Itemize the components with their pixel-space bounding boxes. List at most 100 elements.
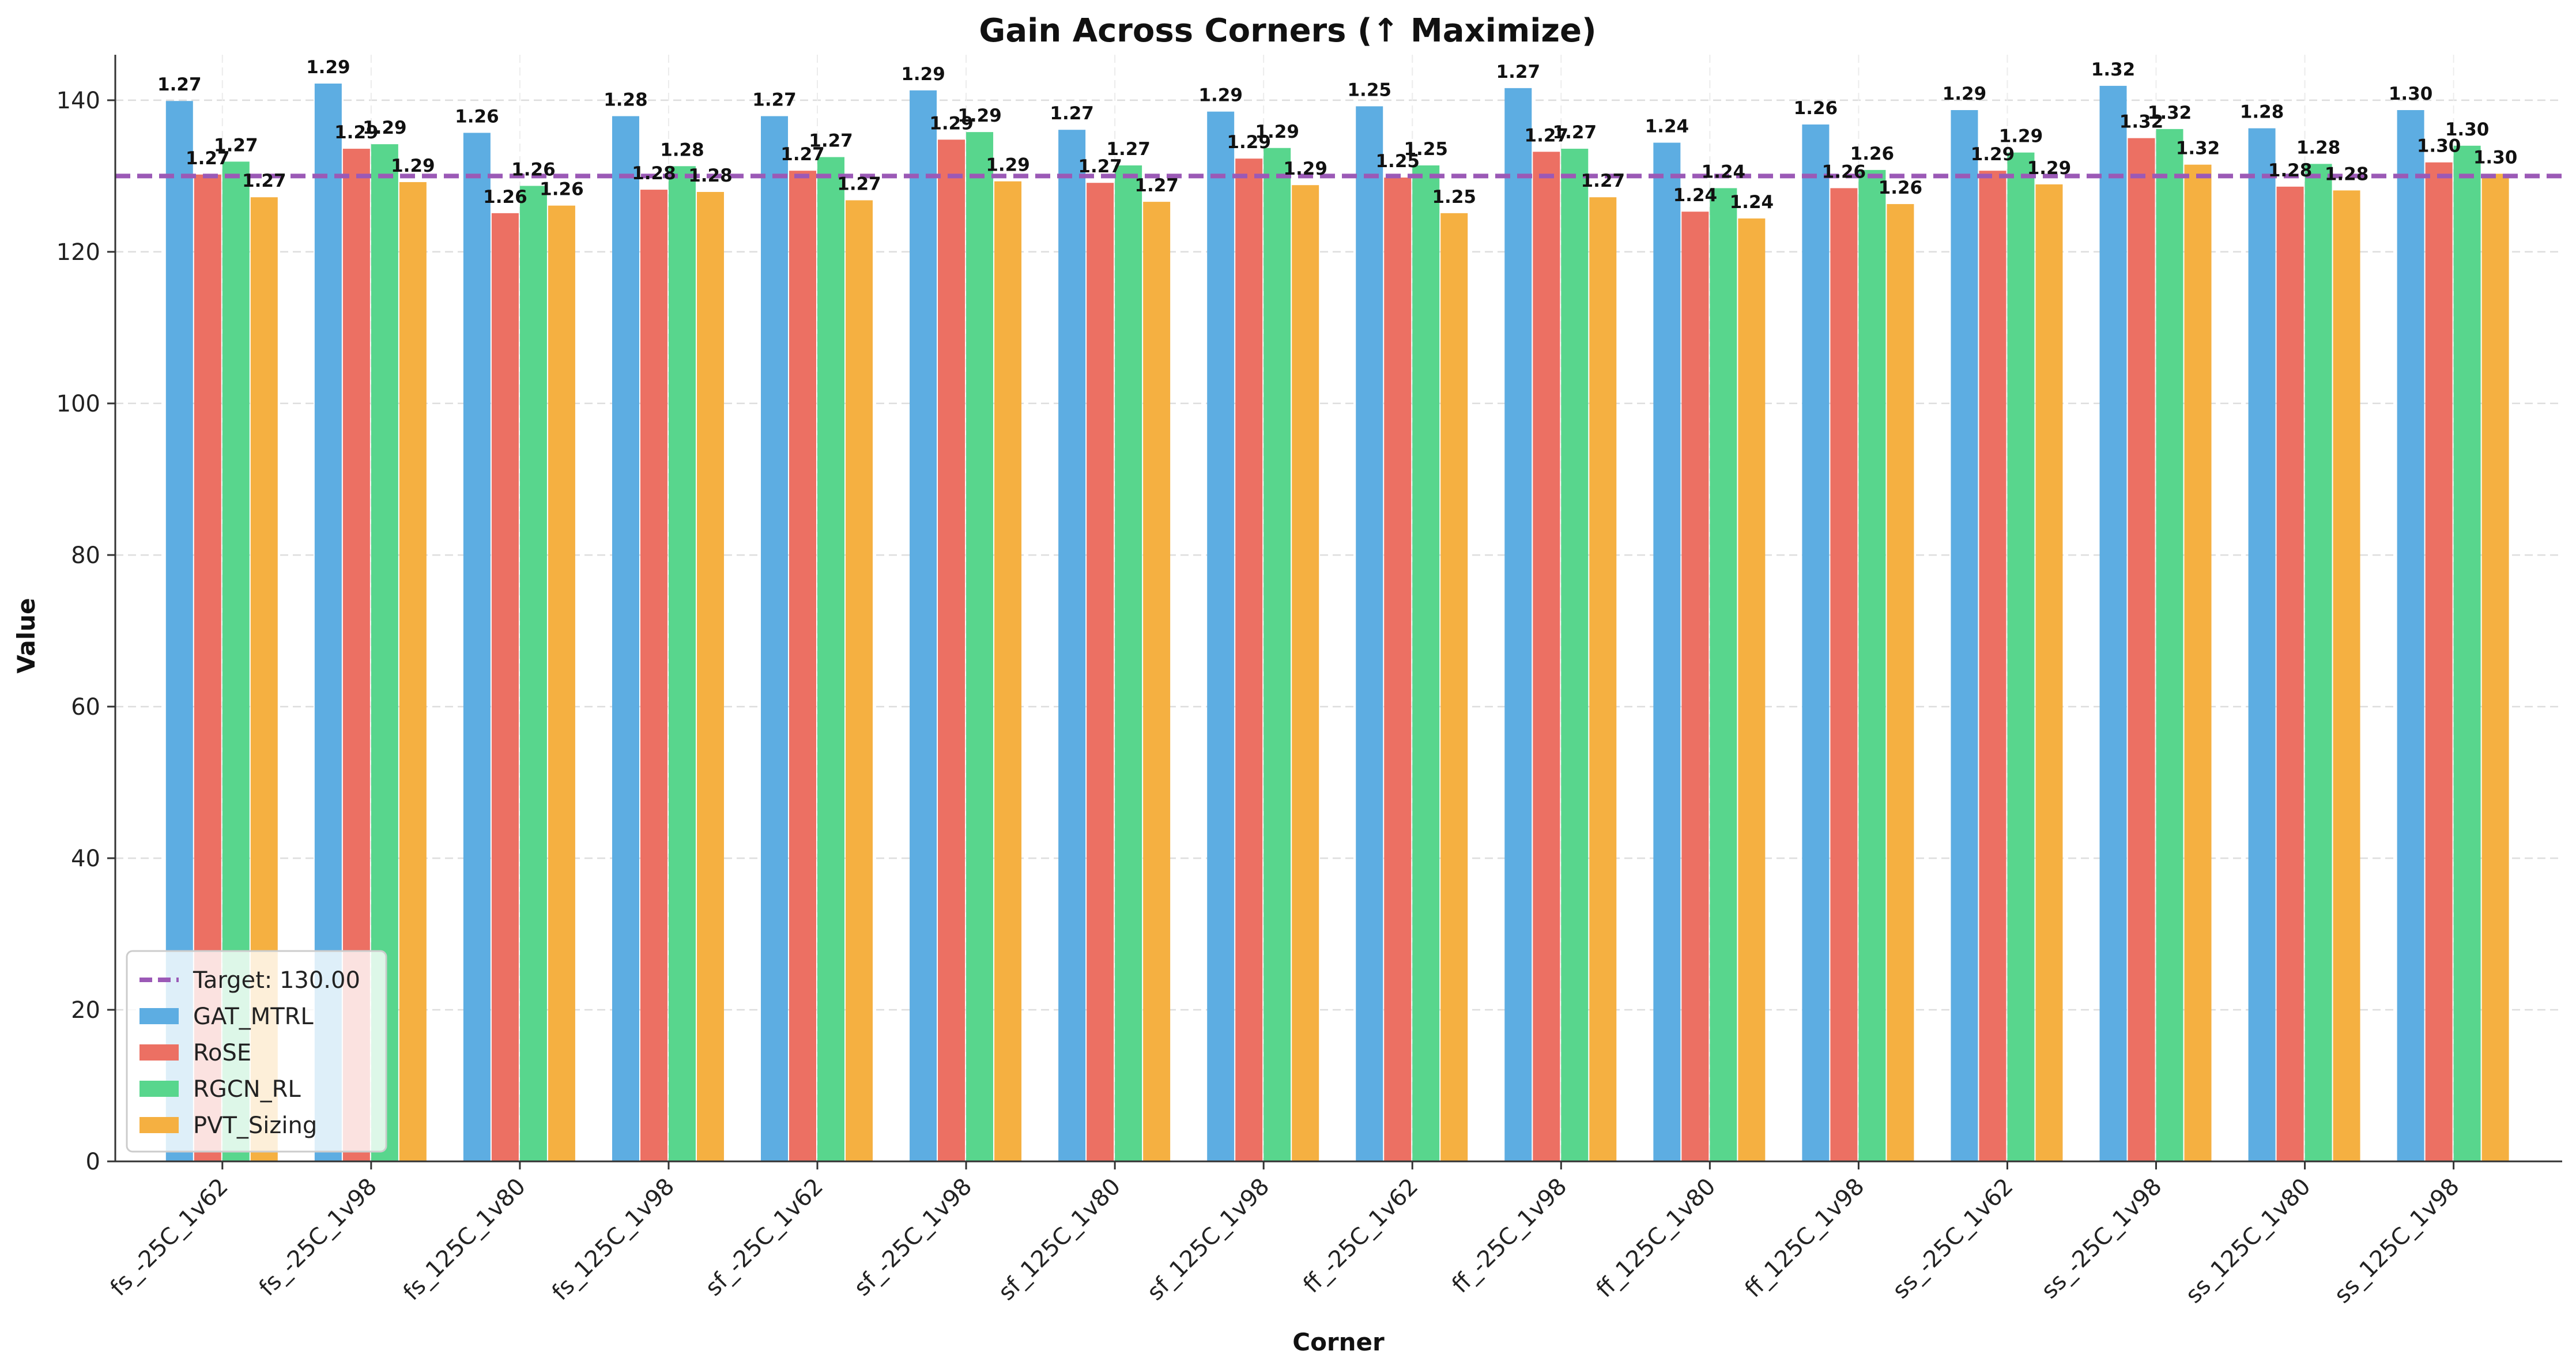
data-label: 1.27 bbox=[157, 74, 202, 95]
bar-pvt-sizing bbox=[1887, 204, 1914, 1161]
x-tick-label: ff_-25C_1v98 bbox=[1447, 1173, 1572, 1299]
bar-gat-mtrl bbox=[1356, 106, 1383, 1161]
data-label: 1.29 bbox=[1255, 122, 1299, 142]
data-label: 1.27 bbox=[1496, 62, 1541, 82]
bar-pvt-sizing bbox=[1143, 202, 1171, 1161]
y-tick-label: 100 bbox=[56, 391, 100, 417]
data-label: 1.29 bbox=[2027, 158, 2072, 179]
x-tick-label: sf_-25C_1v98 bbox=[849, 1173, 977, 1301]
data-label: 1.27 bbox=[780, 144, 825, 165]
data-label: 1.29 bbox=[1943, 84, 1987, 104]
y-tick-label: 120 bbox=[56, 239, 100, 266]
bar-rgcn-rl bbox=[668, 166, 696, 1161]
legend-swatch bbox=[139, 1081, 179, 1097]
data-label: 1.32 bbox=[2148, 103, 2192, 123]
y-tick-label: 140 bbox=[56, 88, 100, 114]
x-tick-label: ff_-25C_1v62 bbox=[1298, 1173, 1423, 1299]
data-label: 1.32 bbox=[2119, 112, 2164, 133]
data-label: 1.26 bbox=[511, 160, 556, 180]
data-label: 1.30 bbox=[2445, 119, 2490, 140]
data-label: 1.26 bbox=[1794, 98, 1838, 119]
bar-rgcn-rl bbox=[1264, 148, 1291, 1161]
bar-rose bbox=[789, 171, 817, 1162]
y-tick-label: 60 bbox=[71, 694, 100, 720]
bar-gat-mtrl bbox=[2099, 85, 2127, 1161]
legend-label: PVT_Sizing bbox=[193, 1112, 317, 1139]
legend-box bbox=[126, 950, 387, 1153]
bar-rose bbox=[1979, 171, 2007, 1162]
x-tick-label: sf_-25C_1v62 bbox=[700, 1173, 828, 1301]
bar-gat-mtrl bbox=[463, 133, 491, 1162]
data-label: 1.29 bbox=[1198, 85, 1243, 106]
data-label: 1.29 bbox=[334, 122, 379, 143]
x-tick-label: ss_125C_1v98 bbox=[2329, 1173, 2465, 1309]
data-label: 1.29 bbox=[929, 113, 974, 134]
data-label: 1.29 bbox=[363, 118, 407, 138]
data-label: 1.26 bbox=[540, 179, 584, 200]
bar-gat-mtrl bbox=[1802, 124, 1830, 1161]
bar-rose bbox=[640, 190, 667, 1162]
bar-pvt-sizing bbox=[1440, 213, 1468, 1161]
data-label: 1.28 bbox=[632, 163, 676, 184]
bar-rose bbox=[1681, 212, 1709, 1161]
data-label: 1.24 bbox=[1702, 161, 1746, 182]
bar-rose bbox=[491, 213, 519, 1161]
data-label: 1.28 bbox=[2268, 160, 2313, 181]
data-label: 1.27 bbox=[1078, 156, 1122, 177]
bar-pvt-sizing bbox=[1738, 218, 1766, 1161]
bar-rgcn-rl bbox=[966, 132, 994, 1162]
bar-pvt-sizing bbox=[2333, 190, 2360, 1162]
bar-rgcn-rl bbox=[1561, 149, 1589, 1161]
bar-rgcn-rl bbox=[2007, 152, 2035, 1162]
legend-swatch bbox=[139, 1044, 179, 1061]
data-label: 1.26 bbox=[1822, 161, 1866, 182]
y-axis-label: Value bbox=[12, 598, 40, 673]
bar-pvt-sizing bbox=[846, 200, 873, 1161]
data-label: 1.27 bbox=[1525, 125, 1569, 146]
data-label: 1.28 bbox=[2240, 102, 2284, 123]
bar-gat-mtrl bbox=[1207, 111, 1235, 1162]
data-label: 1.27 bbox=[1050, 103, 1094, 124]
data-label: 1.27 bbox=[1553, 122, 1597, 143]
bar-pvt-sizing bbox=[2035, 184, 2063, 1161]
bar-pvt-sizing bbox=[1589, 197, 1617, 1161]
data-label: 1.26 bbox=[483, 187, 527, 207]
data-label: 1.27 bbox=[242, 171, 286, 191]
bar-rose bbox=[1830, 188, 1858, 1162]
data-label: 1.29 bbox=[901, 64, 945, 85]
data-label: 1.30 bbox=[2417, 136, 2461, 157]
data-label: 1.29 bbox=[1227, 132, 1271, 153]
x-tick-label: sf_125C_1v80 bbox=[993, 1173, 1126, 1306]
bar-gat-mtrl bbox=[1058, 130, 1086, 1162]
data-label: 1.30 bbox=[2473, 147, 2518, 168]
bar-gat-mtrl bbox=[2248, 128, 2276, 1161]
bar-rose bbox=[1533, 152, 1560, 1162]
data-label: 1.24 bbox=[1730, 192, 1774, 213]
data-label: 1.28 bbox=[2296, 137, 2341, 158]
bar-rose bbox=[1384, 178, 1412, 1161]
data-label: 1.32 bbox=[2091, 59, 2136, 80]
data-label: 1.27 bbox=[214, 135, 258, 156]
data-label: 1.27 bbox=[837, 173, 881, 194]
data-label: 1.27 bbox=[752, 90, 797, 111]
data-label: 1.28 bbox=[604, 90, 648, 111]
data-label: 1.28 bbox=[660, 139, 704, 160]
data-label: 1.32 bbox=[2176, 138, 2220, 159]
bar-pvt-sizing bbox=[399, 182, 427, 1161]
bar-pvt-sizing bbox=[2481, 173, 2509, 1161]
x-tick-label: sf_125C_1v98 bbox=[1142, 1173, 1274, 1306]
x-tick-label: ff_125C_1v98 bbox=[1740, 1173, 1870, 1303]
bar-rose bbox=[2276, 186, 2304, 1162]
data-label: 1.27 bbox=[1581, 171, 1625, 191]
data-label: 1.25 bbox=[1404, 139, 1448, 160]
data-label: 1.29 bbox=[1971, 144, 2015, 165]
x-axis-label: Corner bbox=[1292, 1328, 1385, 1356]
data-label: 1.29 bbox=[306, 57, 350, 78]
bar-gat-mtrl bbox=[612, 116, 639, 1162]
y-tick-label: 20 bbox=[71, 997, 100, 1024]
data-label: 1.28 bbox=[688, 165, 733, 186]
data-labels: 1.27 1.29 1.26 1.28 1.27 1.29 1.27 1.29 1.25 1.27… bbox=[157, 57, 2517, 213]
bar-rose bbox=[1235, 159, 1263, 1161]
